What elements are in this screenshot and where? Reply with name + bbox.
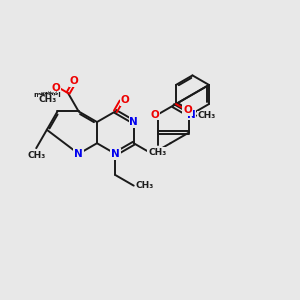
Text: CH₃: CH₃ [27,151,45,160]
Text: O: O [70,76,79,86]
Text: O: O [151,110,160,120]
Text: CH₃: CH₃ [148,148,167,157]
Text: methyl: methyl [40,91,58,96]
Text: methyl: methyl [34,92,61,98]
Text: O: O [51,82,60,93]
Text: O: O [120,95,129,105]
Text: N: N [74,149,83,159]
Text: S: S [148,147,156,160]
Text: N: N [187,110,196,120]
Text: N: N [129,117,138,127]
Text: O: O [183,105,192,115]
Text: CH₃: CH₃ [135,181,153,190]
Text: N: N [111,149,120,159]
Text: CH₃: CH₃ [38,95,57,104]
Text: CH₃: CH₃ [198,111,216,120]
